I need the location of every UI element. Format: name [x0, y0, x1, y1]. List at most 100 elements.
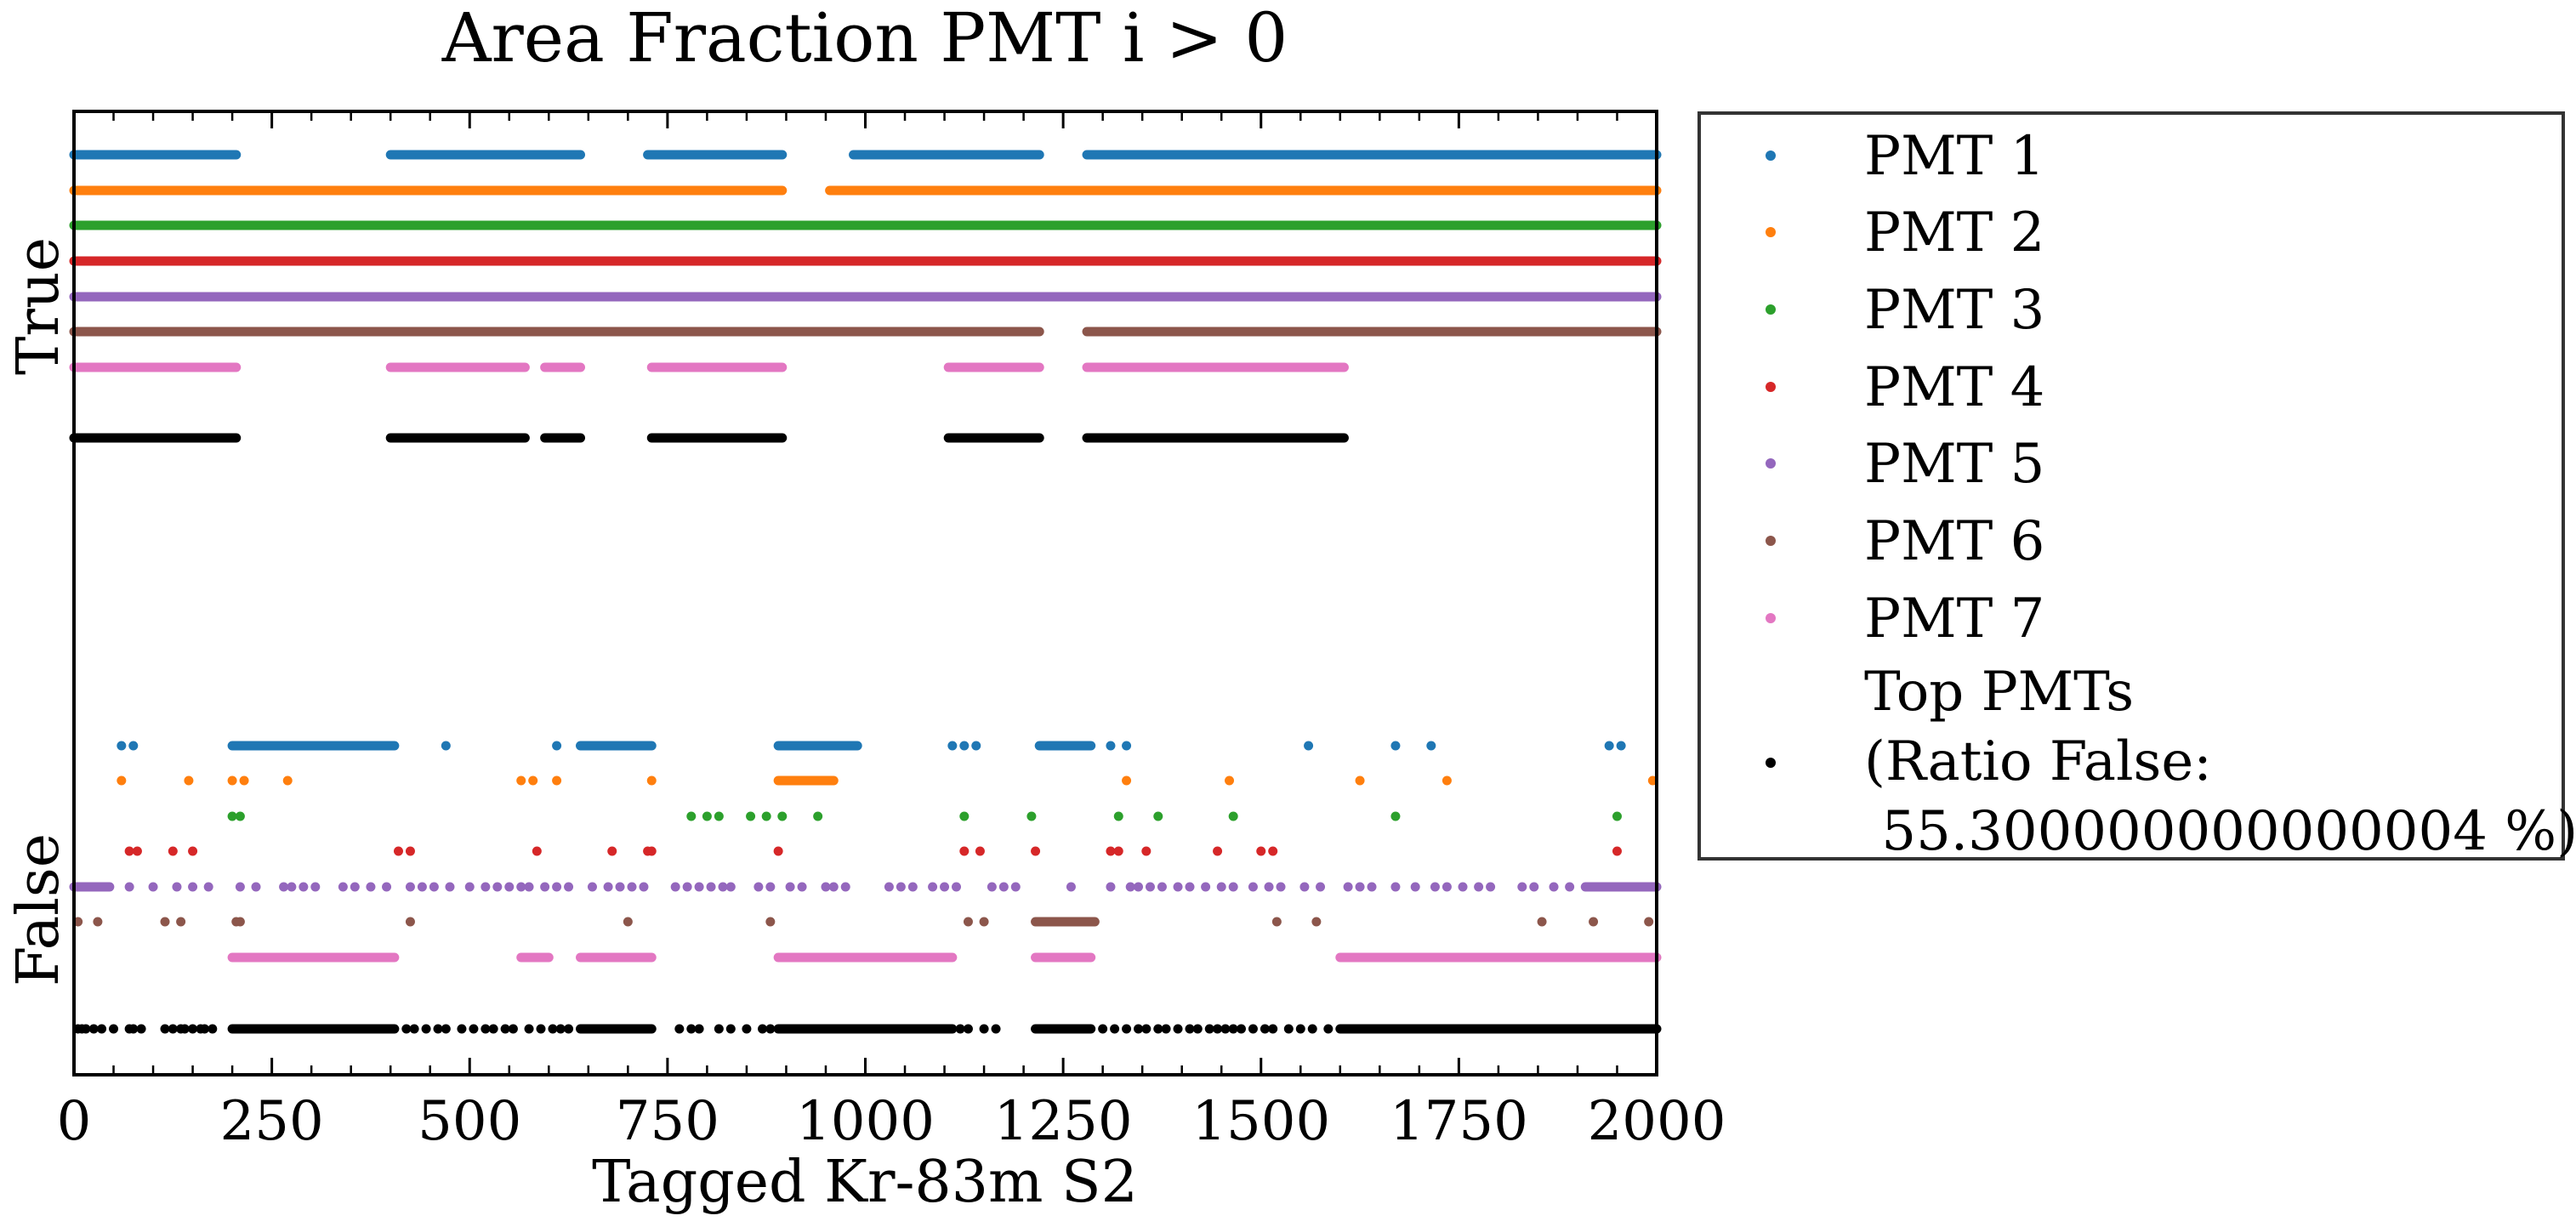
false-point — [227, 775, 237, 786]
false-point — [1474, 882, 1484, 892]
series-6 — [69, 327, 1662, 927]
legend-marker — [1766, 536, 1776, 546]
false-point — [552, 741, 562, 751]
false-point — [1122, 741, 1132, 751]
legend-label: PMT 2 — [1864, 202, 2044, 264]
plot-area — [69, 150, 1662, 1034]
false-point — [508, 1024, 518, 1034]
false-point — [725, 1024, 736, 1034]
false-point — [1248, 1024, 1258, 1034]
false-point — [777, 811, 788, 821]
x-tick-label: 1000 — [796, 1090, 935, 1153]
legend-marker — [1766, 304, 1776, 315]
x-tick-label: 0 — [57, 1090, 92, 1153]
false-point — [555, 1024, 566, 1034]
false-point — [765, 1024, 776, 1034]
false-point — [481, 882, 491, 892]
x-tick-label: 500 — [418, 1090, 521, 1153]
false-point — [227, 811, 237, 821]
legend-marker — [1766, 227, 1776, 237]
false-point — [235, 917, 245, 927]
legend-entry-5: PMT 5 — [1766, 433, 2044, 496]
false-point — [81, 1024, 91, 1034]
x-tick-label: 750 — [616, 1090, 719, 1153]
false-point — [287, 882, 297, 892]
false-point — [338, 882, 348, 892]
false-point — [1141, 1024, 1152, 1034]
false-point — [1157, 882, 1167, 892]
false-point — [742, 1024, 752, 1034]
false-point — [928, 882, 938, 892]
false-point — [963, 917, 973, 927]
false-point — [1537, 917, 1547, 927]
false-point — [1268, 846, 1278, 856]
false-point — [310, 882, 321, 892]
x-tick-label: 1750 — [1390, 1090, 1528, 1153]
false-point — [971, 741, 981, 751]
legend-marker — [1766, 382, 1776, 392]
false-point — [136, 1024, 146, 1034]
false-point — [1225, 775, 1235, 786]
false-point — [1122, 775, 1132, 786]
series-5 — [69, 292, 1662, 892]
false-point — [405, 846, 415, 856]
false-point — [1204, 1024, 1214, 1034]
false-point — [188, 882, 198, 892]
false-point — [128, 1024, 139, 1034]
false-point — [1565, 882, 1575, 892]
false-point — [773, 846, 783, 856]
false-point — [1268, 1024, 1278, 1034]
legend-label: PMT 4 — [1864, 356, 2044, 419]
false-point — [1604, 741, 1614, 751]
false-point — [1236, 1024, 1246, 1034]
series-7 — [69, 362, 1662, 963]
false-point — [421, 1024, 431, 1034]
legend-label: Top PMTs (Ratio False: 55.300000000000004… — [1864, 661, 2576, 863]
false-point — [639, 882, 649, 892]
false-point — [1644, 917, 1654, 927]
false-point — [1589, 917, 1599, 927]
false-point — [1185, 882, 1195, 892]
false-point — [884, 882, 894, 892]
false-point — [1264, 882, 1274, 892]
false-point — [1228, 1024, 1238, 1034]
false-point — [1616, 741, 1626, 751]
false-point — [940, 882, 950, 892]
false-point — [1426, 741, 1436, 751]
false-point — [607, 846, 617, 856]
false-point — [1134, 882, 1144, 892]
false-point — [124, 882, 134, 892]
false-point — [176, 917, 186, 927]
false-point — [947, 741, 958, 751]
false-point — [1311, 917, 1322, 927]
false-point — [1228, 811, 1238, 821]
false-point — [441, 1024, 451, 1034]
false-point — [765, 917, 776, 927]
false-point — [1304, 741, 1314, 751]
legend: PMT 1 PMT 2 PMT 3 PMT 4 PMT 5 PMT 6 PMT 7 Top P… — [1697, 111, 2576, 863]
false-point — [1442, 775, 1452, 786]
false-point — [955, 1024, 965, 1034]
false-point — [1442, 882, 1452, 892]
false-point — [1228, 882, 1238, 892]
false-point — [109, 1024, 119, 1034]
false-point — [552, 882, 562, 892]
false-point — [464, 882, 475, 892]
false-point — [1612, 846, 1622, 856]
false-point — [382, 882, 392, 892]
false-point — [1213, 846, 1223, 856]
false-point — [963, 1024, 973, 1034]
false-point — [488, 1024, 498, 1034]
false-point — [516, 775, 526, 786]
x-axis: 0 250 500 750 1000 1250 1500 1750 2000 — [57, 111, 1726, 1153]
false-point — [1220, 1024, 1231, 1034]
false-point — [528, 775, 538, 786]
plot-frame — [72, 110, 1658, 1076]
false-point — [1145, 882, 1155, 892]
false-point — [132, 846, 142, 856]
false-point — [714, 1024, 724, 1034]
false-point — [670, 882, 680, 892]
false-point — [457, 1024, 467, 1034]
false-point — [1260, 1024, 1270, 1034]
